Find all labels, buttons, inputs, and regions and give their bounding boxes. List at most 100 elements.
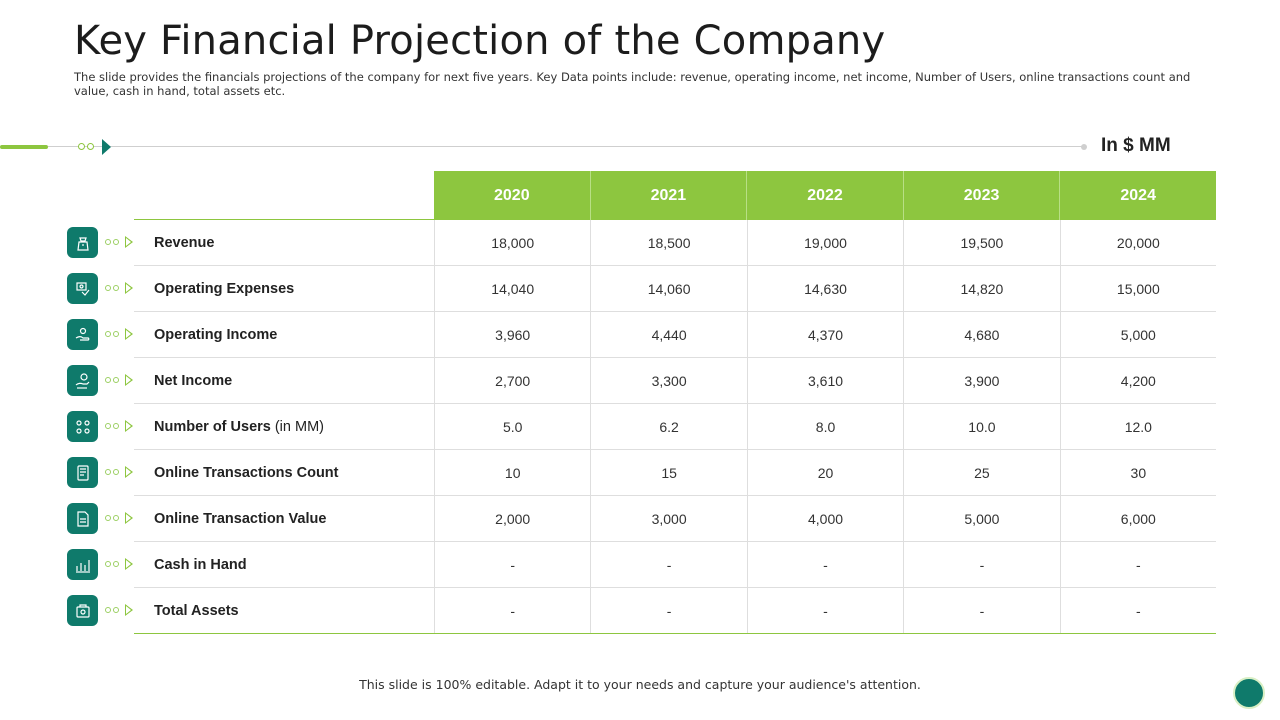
column-header: 2023: [903, 171, 1061, 220]
row-arrow-icon: [125, 466, 133, 478]
table-cell: 4,370: [746, 312, 903, 358]
column-header: 2020: [434, 171, 591, 220]
hand-coin-icon: [67, 319, 98, 350]
column-header: 2022: [747, 171, 904, 220]
row-connector: [105, 607, 125, 615]
corner-circle-icon: [1233, 677, 1265, 709]
row-connector-dot: [113, 515, 119, 521]
row-arrow-icon: [125, 420, 133, 432]
connector-arrow-icon: [102, 139, 111, 155]
row-label: Revenue: [154, 220, 214, 266]
connector-line: [48, 146, 1084, 147]
row-connector-dot: [113, 239, 119, 245]
row-label-text: Operating Expenses: [154, 281, 295, 297]
row-label-text: Online Transaction Value: [154, 511, 327, 527]
row-label: Online Transactions Count: [154, 450, 339, 496]
table-cell: 4,440: [590, 312, 746, 358]
row-cells: -----: [434, 588, 1216, 634]
table-row: Cash in Hand - - - - -: [0, 542, 1216, 588]
table-cell: -: [903, 542, 1059, 588]
table-cell: -: [903, 588, 1059, 634]
table-cell: -: [434, 542, 590, 588]
table-header: 2020 2021 2022 2023 2024: [434, 171, 1216, 220]
row-label: Operating Expenses: [154, 266, 294, 312]
table-cell: 6.2: [590, 404, 746, 450]
slide-subtitle: The slide provides the financials projec…: [74, 70, 1191, 98]
table-row: Online Transaction Value 2,000 3,000 4,000 5…: [0, 496, 1216, 542]
row-label-unit: (in MM): [274, 419, 324, 435]
row-label-text: Revenue: [154, 235, 215, 251]
row-connector-dot: [105, 515, 111, 521]
table-cell: -: [1059, 588, 1216, 634]
row-connector-dot: [105, 561, 111, 567]
table-cell: 14,060: [590, 266, 746, 312]
connector-dot: [78, 143, 85, 150]
decorative-connector: [0, 139, 1100, 155]
row-connector-dot: [113, 607, 119, 613]
row-connector: [105, 423, 125, 431]
header-rule: [134, 219, 434, 220]
row-label: Net Income: [154, 358, 232, 404]
row-connector: [105, 285, 125, 293]
table-cell: 15: [590, 450, 746, 496]
column-header: 2024: [1060, 171, 1216, 220]
table-cell: 4,200: [1059, 358, 1216, 404]
table-cell: 6,000: [1059, 496, 1216, 542]
row-connector-dot: [105, 607, 111, 613]
table-cell: 3,900: [903, 358, 1059, 404]
row-divider: [134, 587, 1216, 588]
row-cells: -----: [434, 542, 1216, 588]
table-cell: 15,000: [1059, 266, 1216, 312]
row-cells: 18,000 18,500 19,000 19,500 20,000: [434, 220, 1216, 266]
table-cell: 3,610: [746, 358, 903, 404]
row-connector-dot: [113, 561, 119, 567]
table-cell: -: [590, 542, 746, 588]
table-cell: 2,700: [434, 358, 590, 404]
column-header: 2021: [590, 171, 748, 220]
table-cell: 5.0: [434, 404, 590, 450]
row-connector-dot: [105, 423, 111, 429]
row-divider: [134, 449, 1216, 450]
row-arrow-icon: [125, 604, 133, 616]
document-icon: [67, 503, 98, 534]
row-label: Online Transaction Value: [154, 496, 326, 542]
table-cell: 5,000: [903, 496, 1059, 542]
table-cell: 5,000: [1059, 312, 1216, 358]
row-divider: [134, 311, 1216, 312]
table-cell: 14,040: [434, 266, 590, 312]
slide-title: Key Financial Projection of the Company: [74, 18, 886, 64]
row-cells: 5.0 6.2 8.0 10.0 12.0: [434, 404, 1216, 450]
row-connector-dot: [113, 469, 119, 475]
table-cell: 18,500: [590, 220, 746, 266]
row-arrow-icon: [125, 512, 133, 524]
table-cell: 4,000: [746, 496, 903, 542]
row-label-text: Operating Income: [154, 327, 278, 343]
connector-green-bar: [0, 145, 48, 149]
table-cell: 3,300: [590, 358, 746, 404]
table-cell: 10.0: [903, 404, 1059, 450]
table-cell: 3,000: [590, 496, 746, 542]
row-arrow-icon: [125, 236, 133, 248]
row-connector-dot: [105, 239, 111, 245]
row-label-text: Number of Users: [154, 419, 271, 435]
table-cell: 4,680: [903, 312, 1059, 358]
row-divider: [134, 495, 1216, 496]
table-row: Net Income 2,700 3,300 3,610 3,900 4,200: [0, 358, 1216, 404]
row-connector: [105, 377, 125, 385]
row-label: Operating Income: [154, 312, 277, 358]
table-cell: 14,820: [903, 266, 1059, 312]
row-connector-dot: [113, 423, 119, 429]
table-row: Online Transactions Count 10 15 20 25 30: [0, 450, 1216, 496]
table-cell: -: [590, 588, 746, 634]
expense-icon: [67, 273, 98, 304]
row-connector: [105, 469, 125, 477]
row-arrow-icon: [125, 282, 133, 294]
table-cell: -: [434, 588, 590, 634]
row-divider: [134, 633, 1216, 634]
row-cells: 14,040 14,060 14,630 14,820 15,000: [434, 266, 1216, 312]
row-label: Cash in Hand: [154, 542, 247, 588]
table-row: Total Assets - - - - -: [0, 588, 1216, 634]
table-cell: 2,000: [434, 496, 590, 542]
assets-icon: [67, 595, 98, 626]
row-cells: 2,700 3,300 3,610 3,900 4,200: [434, 358, 1216, 404]
